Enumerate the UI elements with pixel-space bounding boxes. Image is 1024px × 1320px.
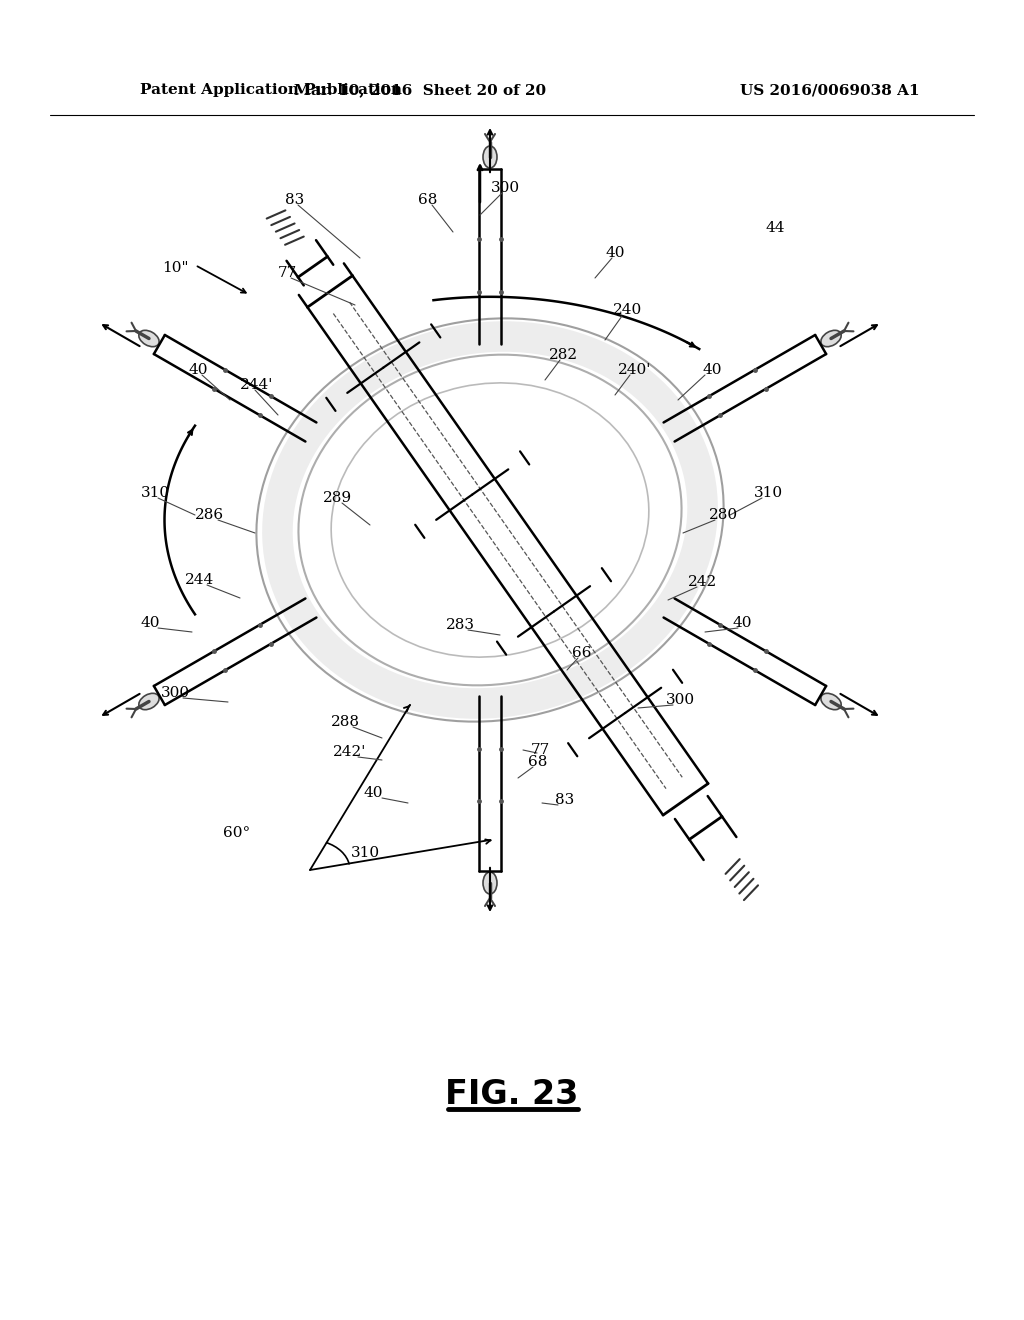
Text: Patent Application Publication: Patent Application Publication [140, 83, 402, 96]
Text: US 2016/0069038 A1: US 2016/0069038 A1 [740, 83, 920, 96]
Text: 68: 68 [528, 755, 548, 770]
Ellipse shape [483, 873, 497, 894]
Text: 40: 40 [702, 363, 722, 378]
Text: 310: 310 [754, 486, 782, 500]
Text: 60°: 60° [223, 826, 251, 840]
Text: 40: 40 [140, 616, 160, 630]
Text: 286: 286 [196, 508, 224, 521]
Text: 300: 300 [666, 693, 694, 708]
Text: 66: 66 [572, 645, 592, 660]
Text: 300: 300 [490, 181, 519, 195]
Text: 289: 289 [323, 491, 351, 506]
Ellipse shape [821, 330, 841, 347]
Text: 280: 280 [709, 508, 737, 521]
Text: 40: 40 [605, 246, 625, 260]
Text: 44: 44 [765, 220, 784, 235]
Text: 10": 10" [162, 261, 188, 275]
Text: 83: 83 [555, 793, 574, 807]
Text: 310: 310 [350, 846, 380, 861]
Text: 40: 40 [364, 785, 383, 800]
Text: 77: 77 [530, 743, 550, 756]
Text: 240': 240' [618, 363, 651, 378]
Text: 242': 242' [334, 744, 367, 759]
Ellipse shape [821, 693, 841, 710]
Text: 83: 83 [286, 193, 304, 207]
Text: 242: 242 [688, 576, 718, 589]
Text: Mar. 10, 2016  Sheet 20 of 20: Mar. 10, 2016 Sheet 20 of 20 [294, 83, 546, 96]
Text: 40: 40 [188, 363, 208, 378]
Text: 300: 300 [161, 686, 189, 700]
Ellipse shape [483, 147, 497, 168]
Ellipse shape [139, 330, 159, 347]
Text: 68: 68 [419, 193, 437, 207]
Text: 283: 283 [445, 618, 474, 632]
Text: 282: 282 [549, 348, 578, 362]
Text: 77: 77 [278, 267, 297, 280]
Text: 244': 244' [241, 378, 273, 392]
Text: 40: 40 [732, 616, 752, 630]
Text: 240: 240 [613, 304, 643, 317]
Text: FIG. 23: FIG. 23 [445, 1078, 579, 1111]
Ellipse shape [139, 693, 159, 710]
Text: 244: 244 [185, 573, 215, 587]
Text: 310: 310 [140, 486, 170, 500]
Text: 288: 288 [331, 715, 359, 729]
